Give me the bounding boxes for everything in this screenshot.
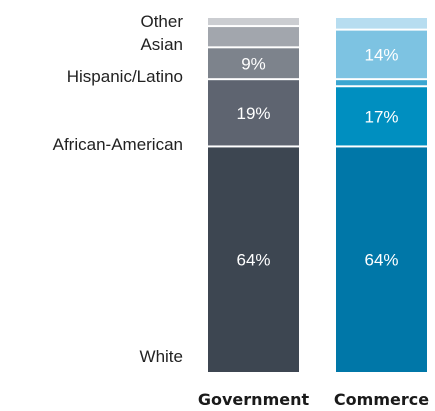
data-label-government-african-american: 19%: [236, 104, 270, 123]
bar-commerce-african-american: [336, 87, 427, 146]
bar-commerce-other: [336, 18, 427, 29]
data-label-commerce-african-american: 17%: [364, 107, 398, 126]
bar-commerce-hispanic-latino: [336, 80, 427, 86]
legend-label-asian: Asian: [140, 35, 183, 54]
bar-government-asian: [208, 27, 299, 47]
data-label-commerce-asian: 14%: [364, 45, 398, 64]
category-label-government: Government: [198, 390, 310, 409]
category-label-commerce: Commerce: [334, 390, 429, 409]
data-label-government-hispanic-latino: 9%: [241, 54, 266, 73]
bar-government-african-american: [208, 80, 299, 146]
legend-label-white: White: [140, 347, 183, 366]
legend-label-hispanic-latino: Hispanic/Latino: [67, 67, 183, 86]
legend-label-african-american: African-American: [53, 135, 183, 154]
bar-commerce-white: [336, 147, 427, 372]
data-label-commerce-white: 64%: [364, 251, 398, 270]
bar-government-hispanic-latino: [208, 48, 299, 79]
data-label-government-white: 64%: [236, 251, 270, 270]
bar-commerce-asian: [336, 30, 427, 79]
bar-government-white: [208, 147, 299, 372]
bar-government-other: [208, 18, 299, 26]
legend-label-other: Other: [140, 12, 183, 31]
